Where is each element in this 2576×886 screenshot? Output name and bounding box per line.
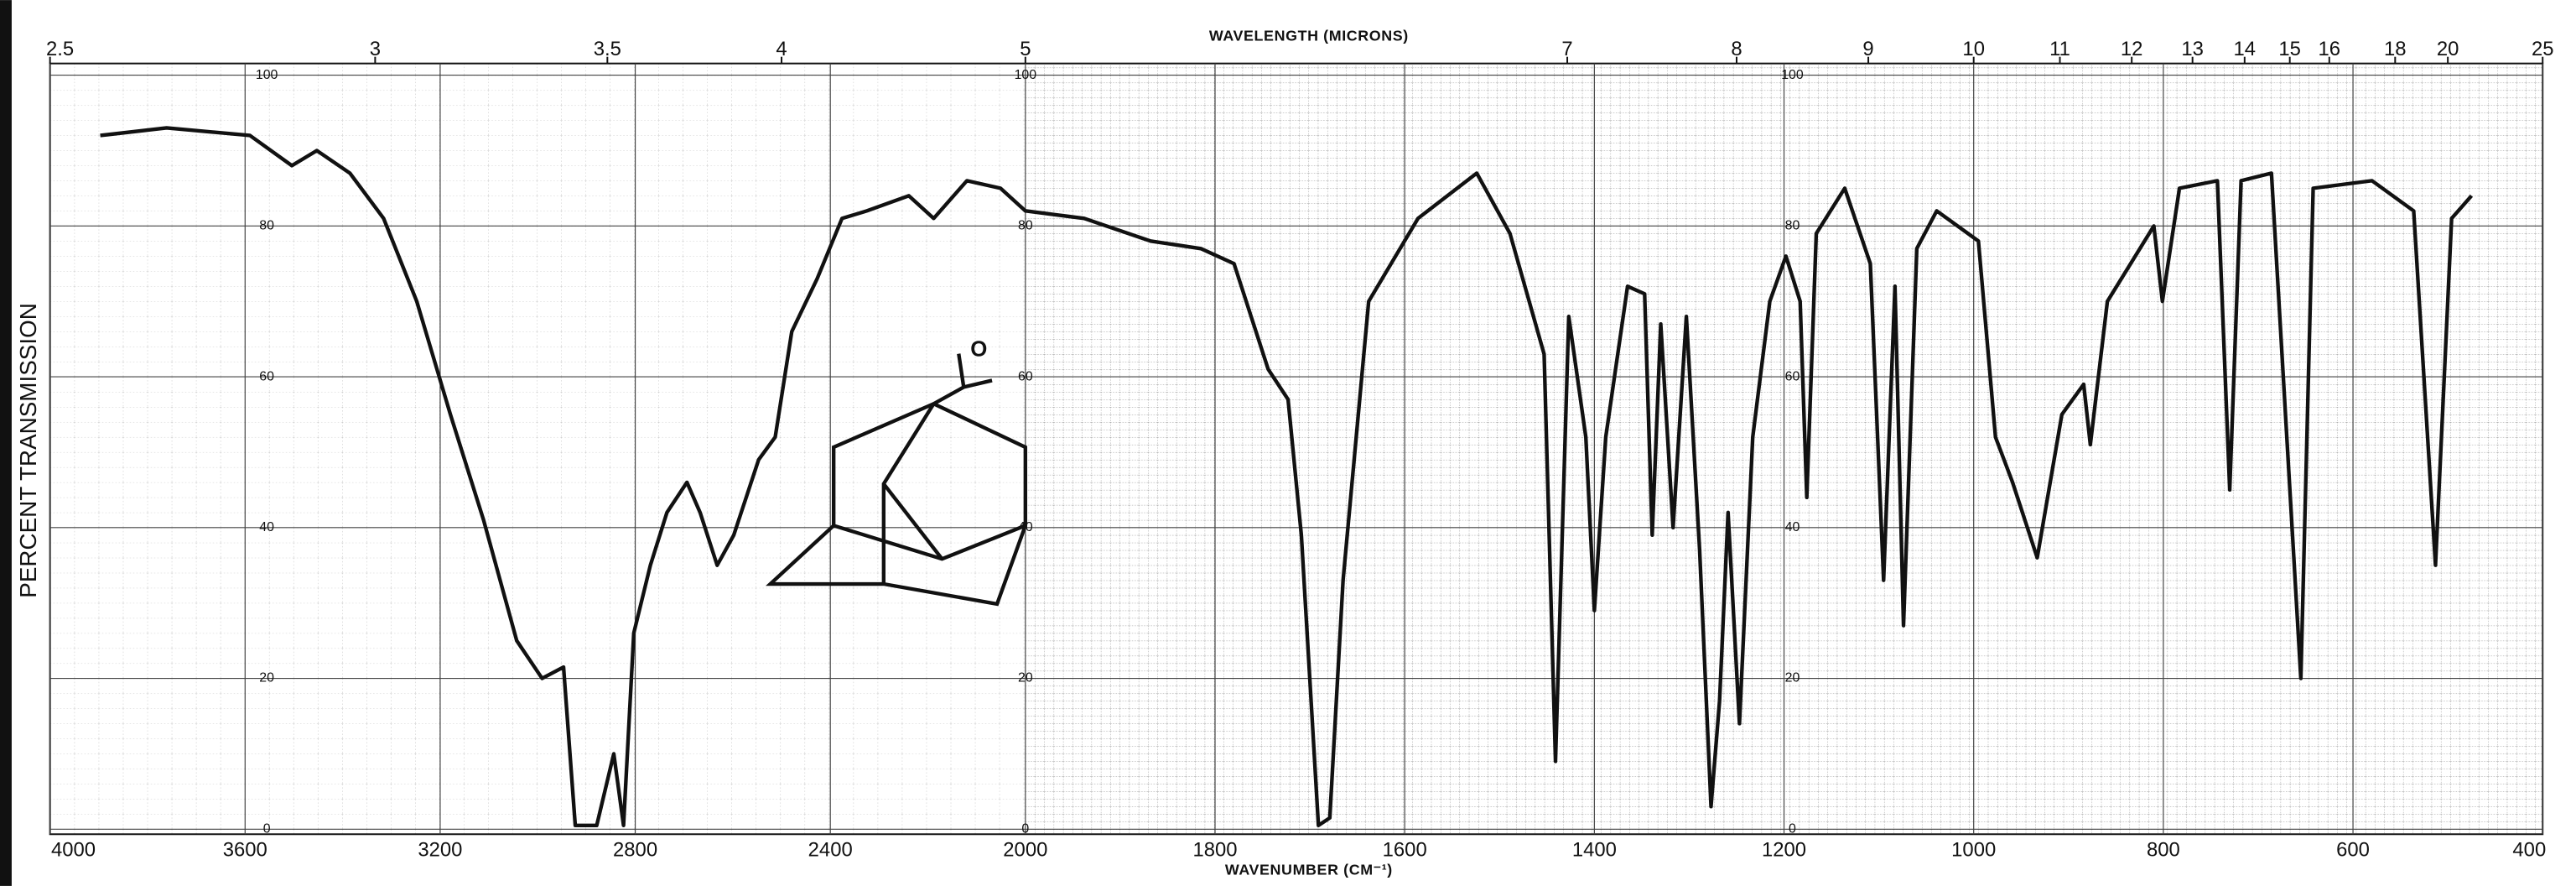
x2-tick-label: 4 xyxy=(776,38,787,60)
x2-tick-label: 16 xyxy=(2319,38,2341,60)
oxygen-label: O xyxy=(970,337,987,361)
x-tick-label: 3200 xyxy=(418,838,462,861)
y-tick-label: 40 xyxy=(259,520,274,534)
y-tick-label: 20 xyxy=(1785,671,1800,685)
y-tick-label: 60 xyxy=(259,369,274,383)
x-tick-label: 2800 xyxy=(613,838,657,861)
x-tick-label: 1000 xyxy=(1951,838,1996,861)
x2-tick-label: 11 xyxy=(2049,38,2070,60)
y-tick-label: 60 xyxy=(1018,369,1033,383)
x-tick-label: 800 xyxy=(2147,838,2180,861)
x-tick-label: 4000 xyxy=(51,838,96,861)
x2-tick-label: 13 xyxy=(2181,38,2204,60)
x-tick-label: 1400 xyxy=(1572,838,1617,861)
x2-tick-label: 20 xyxy=(2437,38,2459,60)
x2-tick-label: 10 xyxy=(1962,38,1985,60)
x2-tick-label: 2.5 xyxy=(46,38,74,60)
y-tick-label: 20 xyxy=(1018,671,1033,685)
y-tick-label: 80 xyxy=(259,219,274,233)
x2-tick-label: 25 xyxy=(2532,38,2554,60)
x2-tick-label: 9 xyxy=(1862,38,1873,60)
x2-tick-label: 12 xyxy=(2121,38,2143,60)
y-tick-label: 80 xyxy=(1018,219,1033,233)
y-tick-label: 100 xyxy=(1781,68,1804,82)
y-tick-label: 40 xyxy=(1785,520,1800,534)
x2-tick-label: 18 xyxy=(2384,38,2407,60)
x-tick-label: 3600 xyxy=(223,838,267,861)
x2-tick-label: 7 xyxy=(1561,38,1572,60)
x-tick-label: 1600 xyxy=(1383,838,1427,861)
x2-tick-label: 8 xyxy=(1731,38,1742,60)
y-axis-title: PERCENT TRANSMISSION xyxy=(15,303,41,598)
y-tick-label: 40 xyxy=(1018,520,1033,534)
x-tick-label: 600 xyxy=(2336,838,2370,861)
y-tick-label: 20 xyxy=(259,671,274,685)
spectrum-line xyxy=(100,126,2474,827)
x2-axis-title: WAVELENGTH (MICRONS) xyxy=(1209,28,1409,44)
x-tick-label: 1800 xyxy=(1192,838,1237,861)
y-tick-label: 0 xyxy=(263,822,271,836)
y-tick-label: 0 xyxy=(1789,822,1796,836)
x2-tick-label: 3 xyxy=(370,38,381,60)
y-tick-label: 100 xyxy=(256,68,278,82)
x-axis-title: WAVENUMBER (CM⁻¹) xyxy=(1225,862,1393,878)
x-tick-label: 2000 xyxy=(1003,838,1047,861)
y-tick-label: 80 xyxy=(1785,219,1800,233)
x2-tick-label: 15 xyxy=(2278,38,2301,60)
ring xyxy=(881,403,944,585)
x-tick-label: 2400 xyxy=(808,838,853,861)
x2-tick-label: 3.5 xyxy=(594,38,621,60)
molecule-structure: O xyxy=(766,337,1028,607)
grid xyxy=(49,63,2543,835)
carbonyl xyxy=(932,353,993,406)
y-tick-label: 0 xyxy=(1021,822,1029,836)
minor-grid xyxy=(49,63,1026,835)
y-tick-label: 60 xyxy=(1785,369,1800,383)
x2-tick-label: 14 xyxy=(2234,38,2257,60)
y-tick-label: 100 xyxy=(1015,68,1037,82)
x2-tick-label: 5 xyxy=(1020,38,1031,60)
x-tick-label: 1200 xyxy=(1762,838,1806,861)
x-tick-label: 400 xyxy=(2512,838,2546,861)
scan-edge xyxy=(0,0,12,886)
